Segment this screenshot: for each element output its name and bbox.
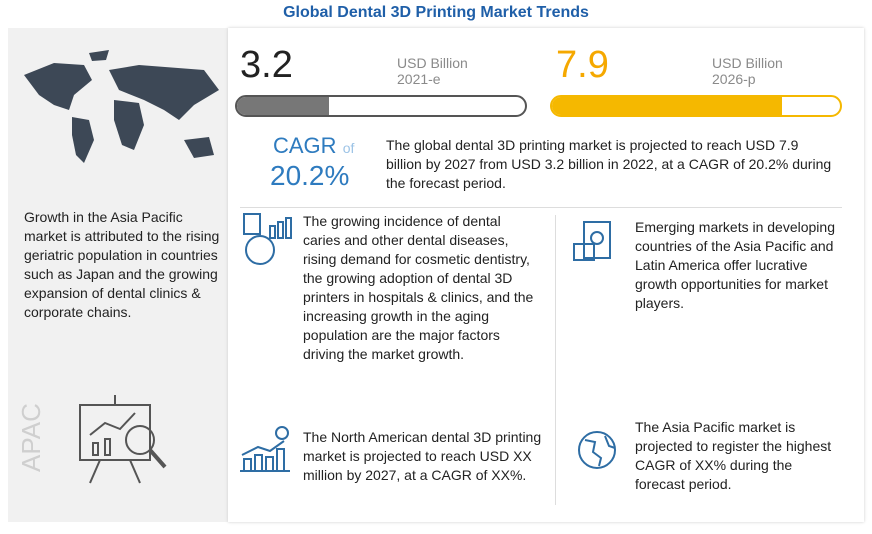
analysis-icon [79,395,167,484]
point-text: Emerging markets in developing countries… [635,219,835,311]
progress-bar [235,95,527,117]
divider [555,215,556,505]
cagr-label: CAGR of [273,133,354,159]
divider [240,207,842,208]
icon [243,213,292,265]
progress-fill [237,97,329,115]
point-text: The North American dental 3D printing ma… [303,429,542,483]
world-map [24,50,219,163]
progress-fill [552,97,782,115]
cagr-value: 20.2% [270,160,350,191]
icon [240,426,290,472]
point-text: The growing incidence of dental caries a… [303,213,534,362]
stat-unit: USD Billion [712,55,783,71]
title: Global Dental 3D Printing Market Trends [283,4,589,21]
stat-year: 2026-p [712,71,756,87]
stat-unit: USD Billion [397,55,468,71]
cagr-of: of [342,140,355,156]
progress-bar [550,95,842,117]
point-text: The Asia Pacific market is projected to … [635,419,832,492]
cagr-text: The global dental 3D printing market is … [386,137,832,191]
stat-value: 3.2 [240,44,293,86]
stat-year: 2021-e [397,71,441,87]
stat-value: 7.9 [556,44,609,86]
icon [578,431,616,469]
cagr-word: CAGR [273,133,337,158]
left-text: Growth in the Asia Pacific market is att… [24,209,220,320]
region-label: APAC [16,403,46,472]
icon [573,221,611,261]
